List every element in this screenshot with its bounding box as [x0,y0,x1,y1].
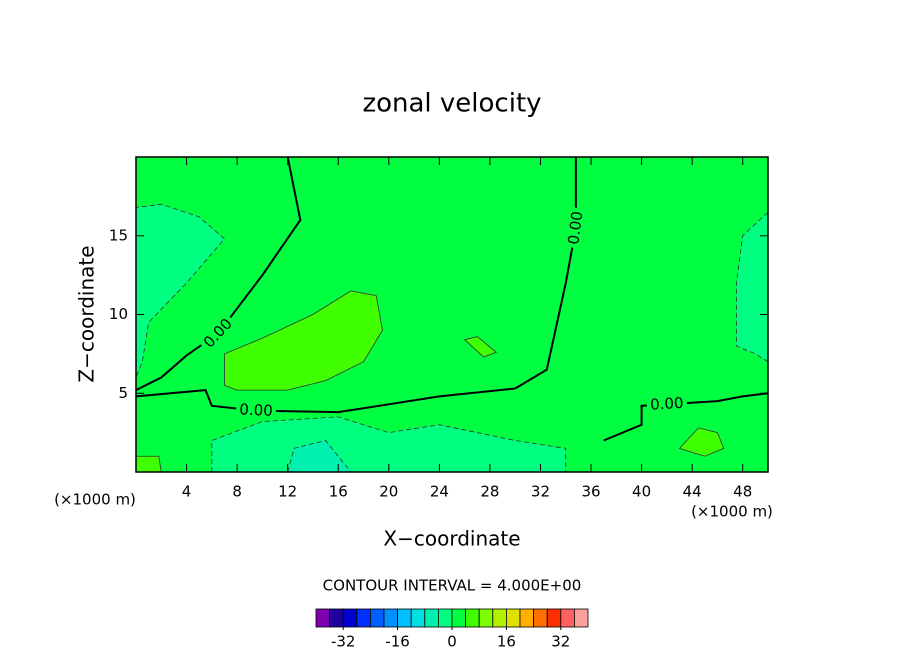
x-tick-label: 28 [480,483,499,501]
x-tick-label: 40 [632,483,651,501]
y-axis-label: Z−coordinate [75,245,99,382]
colorbar-box [315,608,331,628]
x-tick-label: 48 [733,483,752,501]
x-axis-label: X−coordinate [383,527,520,551]
y-tick-label: 15 [109,226,128,244]
x-tick-label: 8 [232,483,242,501]
contour-label-bg [198,313,238,354]
background-field [136,157,768,472]
y-tick-label: 10 [109,305,128,323]
colorbar-box [560,608,575,628]
x-tick-label: 36 [581,483,600,501]
contour-region [135,203,226,378]
contour-label-bg [646,395,688,414]
x-tick-label: 16 [329,483,348,501]
colorbar-box [356,608,371,628]
colorbar-tick-label: 0 [447,633,457,651]
colorbar-box [410,608,426,628]
contour-label-bg [565,207,587,249]
colorbar-tick-label: 32 [551,633,570,651]
contour-region [135,455,162,473]
colorbar-box [451,608,467,628]
colorbar-box [546,608,562,628]
colorbar-box [383,608,399,628]
y-unit: (×1000 m) [54,491,136,509]
colorbar-box [424,608,439,628]
contour-region [463,336,498,358]
contour-label: 0.00 [564,210,586,245]
y-tick-label: 5 [118,384,128,402]
colorbar-tick-label: 16 [497,633,516,651]
colorbar-box [574,608,589,628]
contour-label: 0.00 [650,394,684,414]
colorbar-box [478,608,494,628]
colorbar-box [533,608,548,628]
colorbar-box [519,608,535,628]
colorbar-tick-label: -16 [385,633,410,651]
colorbar-box [342,608,358,628]
contour-label-bg [235,401,277,420]
x-tick-label: 20 [379,483,398,501]
colorbar-box [505,608,521,628]
x-tick-label: 32 [531,483,550,501]
colorbar-tick-label: -32 [331,633,356,651]
x-tick-label: 24 [430,483,449,501]
colorbar-box [397,608,412,628]
contour-region [224,290,383,391]
contour-interval: CONTOUR INTERVAL = 4.000E+00 [323,577,582,595]
colorbar-box [369,608,385,628]
contour-region [678,427,725,457]
x-tick-label: 12 [278,483,297,501]
colorbar-box [437,608,453,628]
x-tick-label: 44 [683,483,702,501]
x-tick-label: 4 [182,483,192,501]
contour-label: 0.00 [239,400,273,420]
colorbar-box [465,608,480,628]
x-unit: (×1000 m) [691,503,773,521]
colorbar-box [329,608,344,628]
chart-title: zonal velocity [362,89,541,119]
colorbar-box [492,608,507,628]
